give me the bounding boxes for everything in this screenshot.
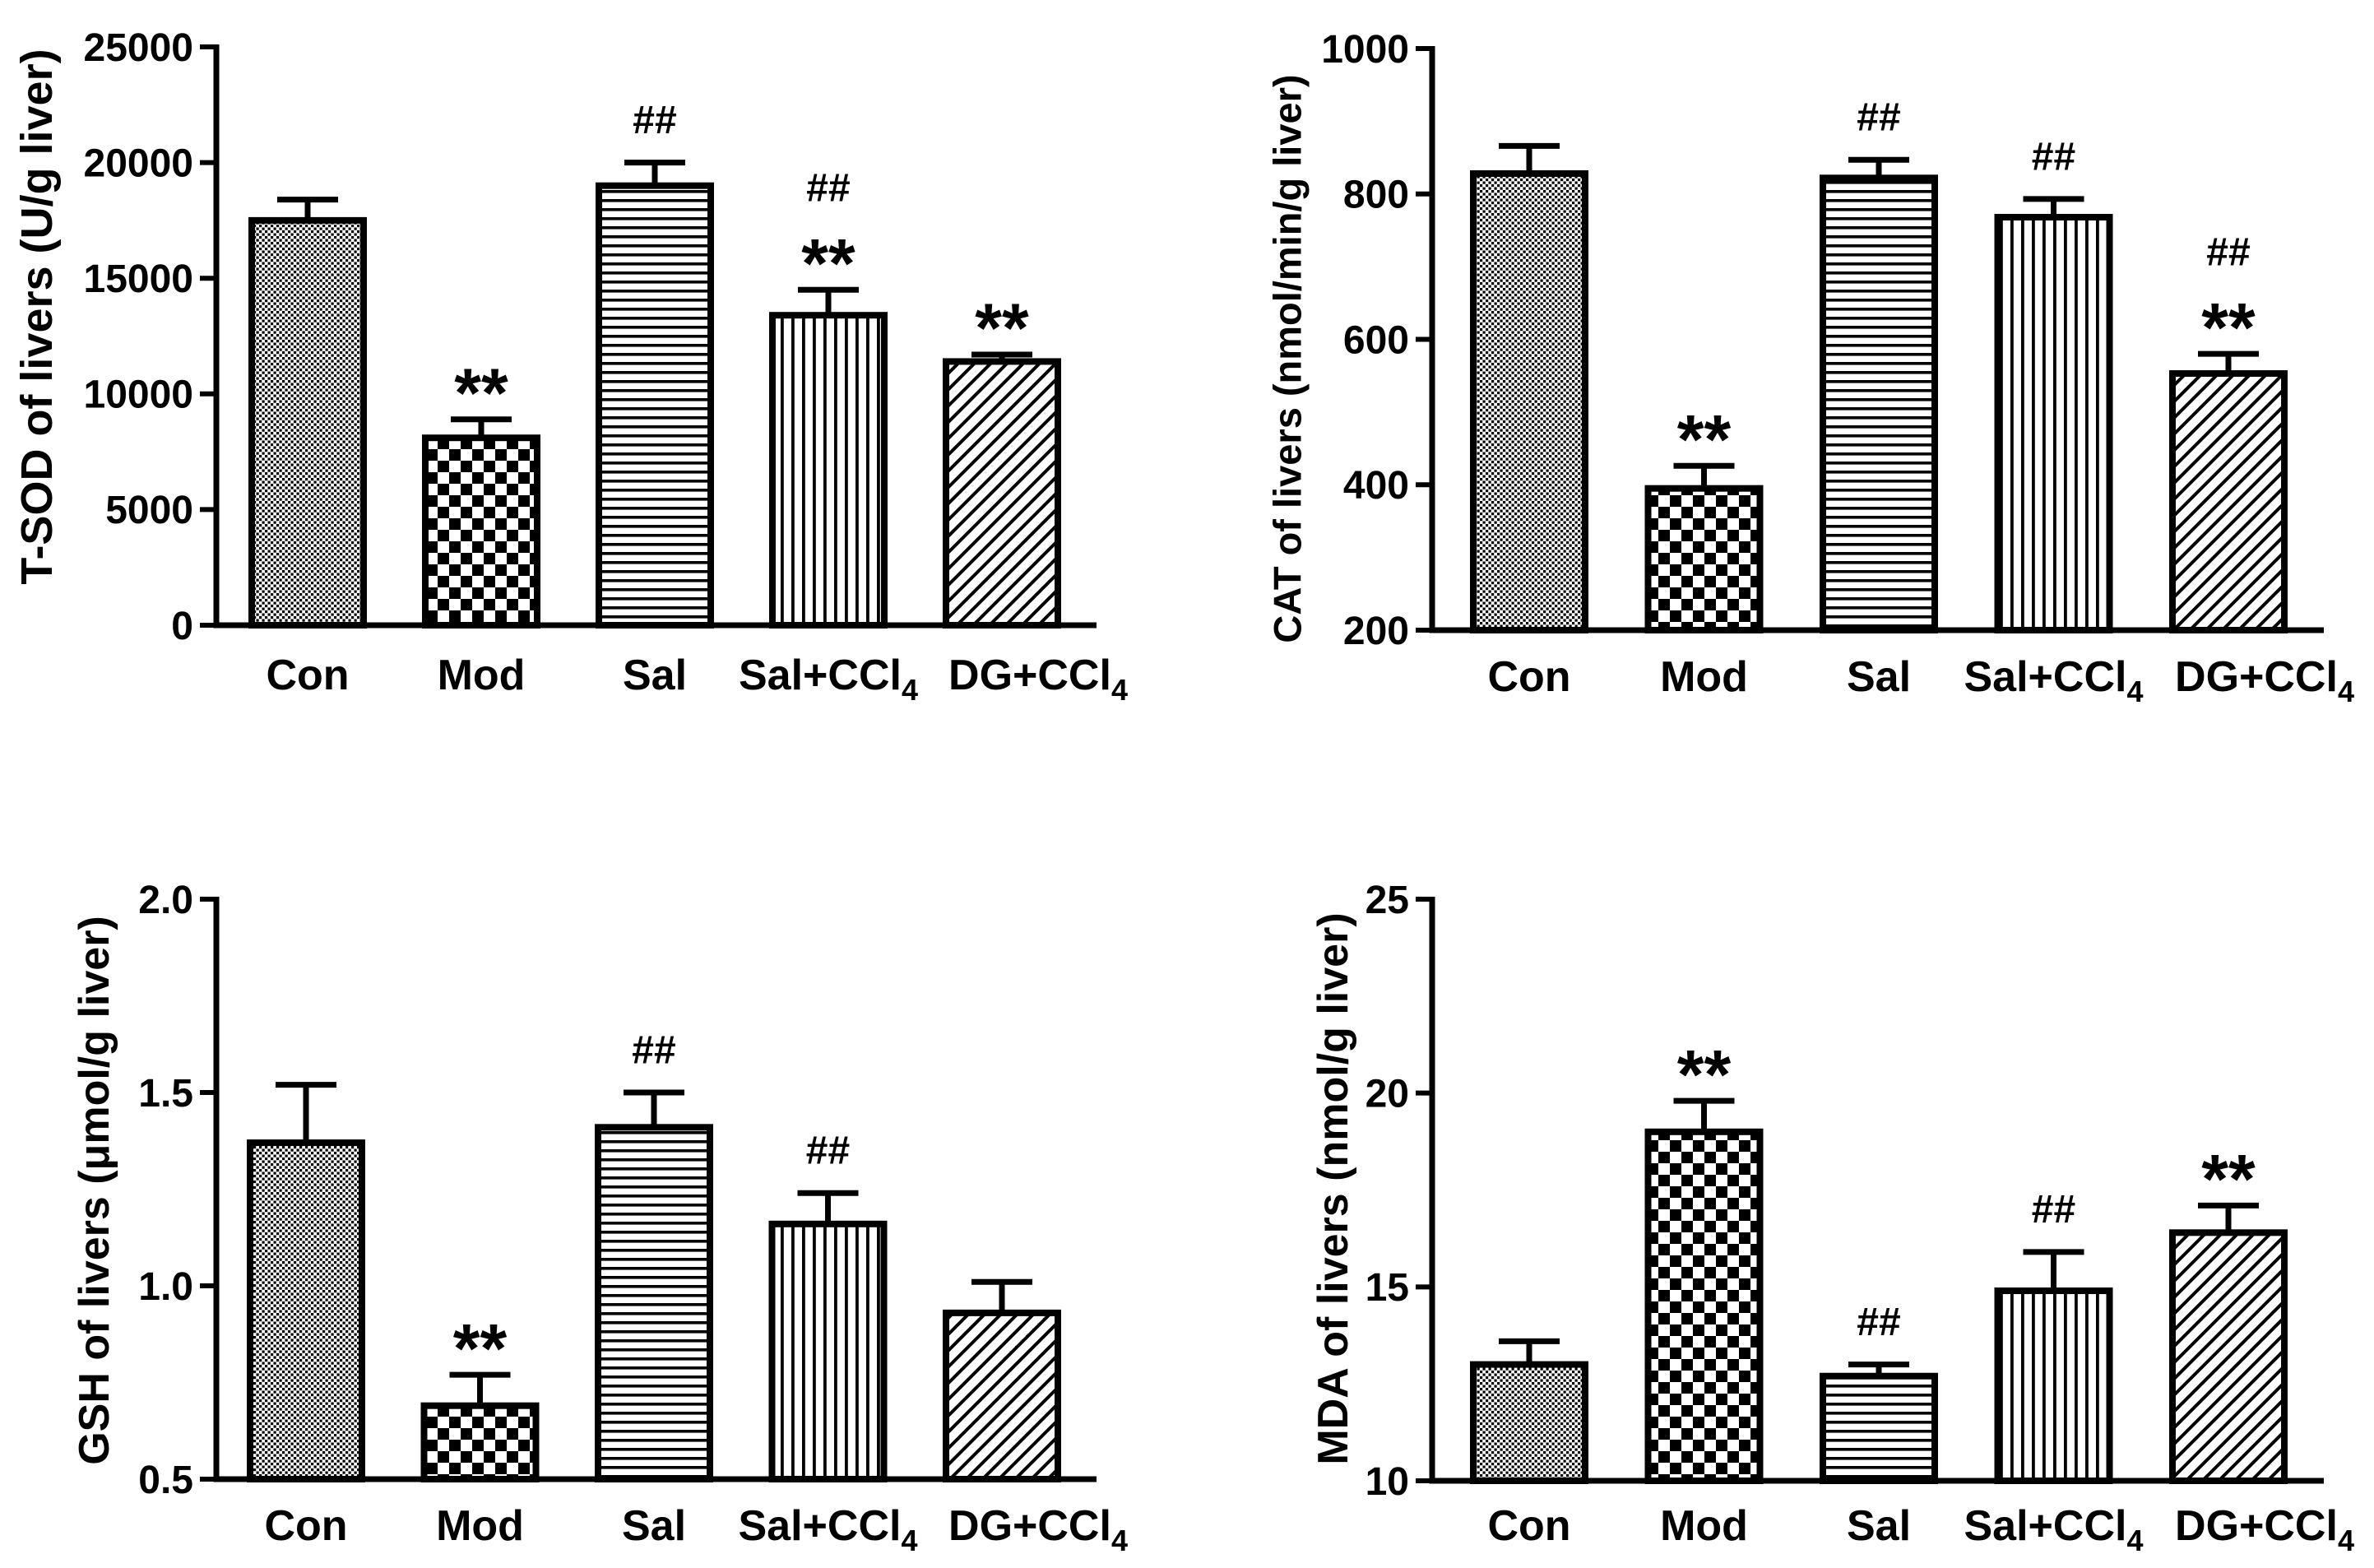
bar-dg-ccl4 (2169, 370, 2288, 633)
y-axis-title: T-SOD of livers (U/g liver) (12, 49, 62, 584)
significance-hashes-sal-ccl4: ## (806, 167, 850, 211)
x-tick-label-con: Con (1487, 653, 1570, 701)
y-axis-title: MDA of livers (nmol/g liver) (1310, 912, 1357, 1464)
y-tick-label: 15000 (84, 257, 193, 301)
x-tick-label-dg-ccl4: DG+CCl4 (2175, 1502, 2354, 1557)
bar-dg-ccl4 (943, 1309, 1061, 1483)
y-tick-label: 400 (1343, 464, 1409, 508)
significance-hashes-sal-ccl4: ## (2032, 1188, 2075, 1232)
significance-stars-dg-ccl4: ** (975, 290, 1029, 367)
significance-stars-dg-ccl4: ** (2201, 1140, 2256, 1218)
x-tick-label-mod: Mod (1660, 1502, 1748, 1550)
x-tick-label-sal: Sal (1847, 653, 1911, 701)
bar-mod (422, 434, 540, 629)
significance-stars-mod: ** (453, 1310, 508, 1387)
x-tick-label-sal: Sal (622, 1502, 686, 1550)
bar-con (248, 216, 367, 629)
y-tick-label: 25 (1366, 879, 1409, 922)
x-tick-label-sal-ccl4: Sal+CCl4 (739, 652, 918, 707)
x-tick-label-sal: Sal (1847, 1502, 1911, 1550)
significance-stars-mod: ** (454, 354, 508, 431)
y-tick-label: 1000 (1321, 28, 1409, 72)
bar-mod (1644, 485, 1764, 634)
y-tick-label: 800 (1343, 174, 1409, 217)
cat-chart: Con ** Mod ## Sal ## Sal+CCl4 ** ## DG+CCl4 200 400… (1265, 28, 2354, 708)
y-tick-label: 25000 (84, 26, 193, 70)
significance-hashes-sal: ## (1857, 1301, 1900, 1344)
bar-sal (1820, 174, 1938, 633)
significance-hashes-sal: ## (633, 99, 676, 142)
x-tick-label-con: Con (266, 652, 349, 699)
y-tick-label: 1.5 (138, 1072, 193, 1116)
x-tick-label-sal-ccl4: Sal+CCl4 (1964, 1502, 2143, 1557)
y-tick-label: 200 (1343, 610, 1409, 653)
bar-sal (596, 182, 714, 629)
y-tick-label: 5000 (105, 489, 193, 532)
x-tick-label-con: Con (1487, 1502, 1570, 1550)
y-tick-label: 20000 (84, 141, 193, 185)
x-tick-label-dg-ccl4: DG+CCl4 (948, 652, 1128, 707)
y-tick-label: 0.5 (138, 1459, 193, 1502)
bar-mod (420, 1402, 540, 1482)
bar-dg-ccl4 (943, 358, 1061, 629)
y-axis-title: CAT of livers (nmol/min/g liver) (1265, 74, 1309, 643)
x-tick-label-dg-ccl4: DG+CCl4 (2175, 653, 2354, 708)
bar-sal-ccl4 (1994, 214, 2113, 633)
y-tick-label: 20 (1366, 1072, 1409, 1116)
significance-hashes-sal-ccl4: ## (2032, 135, 2075, 179)
subscript: 4 (1111, 673, 1128, 707)
bar-sal-ccl4 (1994, 1287, 2113, 1484)
subscript: 4 (902, 673, 918, 707)
x-tick-label-con: Con (264, 1502, 347, 1550)
mda-chart: Con ** Mod ## Sal ## Sal+CCl4 ** DG+CCl4 10 15 20 25… (1310, 879, 2354, 1557)
bar-sal (1820, 1372, 1938, 1484)
x-tick-label-sal-ccl4: Sal+CCl4 (738, 1502, 917, 1557)
significance-stars-dg-ccl4: ** (2201, 289, 2256, 366)
x-tick-label-mod: Mod (436, 1502, 524, 1550)
x-tick-label-sal: Sal (623, 652, 687, 699)
y-tick-label: 10 (1366, 1460, 1409, 1504)
significance-stars-mod: ** (1677, 1036, 1732, 1113)
subscript: 4 (2338, 1524, 2354, 1557)
y-tick-label: 600 (1343, 318, 1409, 362)
significance-stars-sal-ccl4: ** (801, 225, 855, 302)
x-tick-label-sal-ccl4: Sal+CCl4 (1964, 653, 2143, 708)
bar-mod (1644, 1128, 1764, 1485)
x-tick-label-mod: Mod (1660, 653, 1748, 701)
subscript: 4 (2126, 1524, 2143, 1557)
bar-dg-ccl4 (2169, 1229, 2288, 1484)
x-tick-label-dg-ccl4: DG+CCl4 (948, 1502, 1128, 1557)
significance-hashes-sal: ## (1857, 96, 1900, 140)
y-tick-label: 10000 (84, 373, 193, 417)
bar-con (247, 1139, 365, 1482)
bar-con (1470, 1361, 1588, 1484)
subscript: 4 (1111, 1524, 1128, 1557)
bar-sal (595, 1124, 713, 1483)
significance-stars-mod: ** (1677, 401, 1732, 478)
y-tick-label: 0 (171, 605, 193, 648)
significance-hashes-sal: ## (632, 1028, 675, 1072)
x-tick-label-mod: Mod (438, 652, 526, 699)
y-tick-label: 1.0 (138, 1265, 193, 1309)
y-axis-title: GSH of livers (μmol/g liver) (71, 916, 118, 1465)
bar-sal-ccl4 (768, 1220, 888, 1483)
significance-hashes-sal-ccl4: ## (806, 1130, 850, 1173)
gsh-chart: Con ** Mod ## Sal ## Sal+CCl4 DG+CCl4 0.5 1.0 1.5 2… (71, 879, 1128, 1557)
y-tick-label: 2.0 (138, 879, 193, 922)
subscript: 4 (2338, 675, 2354, 708)
t-sod-chart: Con ** Mod ## Sal ** ## Sal+CCl4 ** DG+CCl4 0 5000 1… (12, 26, 1128, 707)
y-tick-label: 15 (1366, 1266, 1409, 1310)
bar-con (1470, 170, 1588, 633)
bar-sal-ccl4 (769, 312, 888, 629)
significance-hashes-dg-ccl4: ## (2206, 230, 2250, 274)
subscript: 4 (901, 1524, 917, 1557)
subscript: 4 (2126, 675, 2143, 708)
